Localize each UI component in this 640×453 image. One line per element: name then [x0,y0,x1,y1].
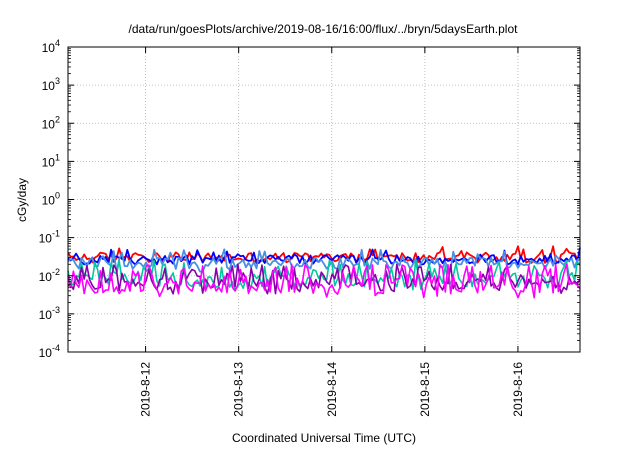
y-axis-label: cGy/day [15,178,29,222]
x-tick-label: 2019-8-14 [325,362,339,417]
x-tick-label: 2019-8-13 [232,362,246,417]
series-layer [67,245,581,299]
y-tick-label: 10-3 [39,305,60,322]
x-tick-label: 2019-8-12 [139,362,153,417]
x-tick-label: 2019-8-15 [418,362,432,417]
y-tick-label: 10-2 [39,267,60,284]
chart-title: /data/run/goesPlots/archive/2019-08-16/1… [129,22,519,36]
ticks: 10-4 10-3 10-2 10-1 100 101 102 103 104 2019-8-12… [39,38,580,417]
y-tick-label: 10-1 [39,229,60,246]
grid [68,47,580,352]
x-tick-label: 2019-8-16 [511,362,525,417]
y-tick-label: 101 [42,152,60,169]
series-line [67,248,581,274]
y-tick-label: 102 [42,114,60,131]
y-tick-label: 10-4 [39,343,60,360]
y-tick-label: 103 [42,76,60,93]
series-line [67,259,581,291]
x-axis-label: Coordinated Universal Time (UTC) [232,431,416,445]
series-line [67,263,581,299]
y-tick-label: 104 [42,38,60,55]
series-line [67,247,581,266]
y-tick-label: 100 [42,191,60,208]
